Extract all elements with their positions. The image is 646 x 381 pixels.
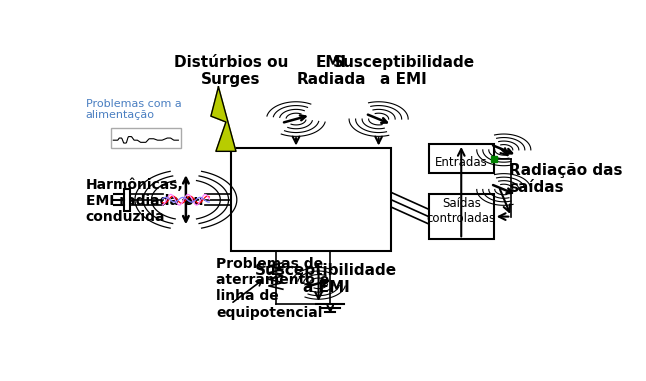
Text: EMI
Radiada: EMI Radiada [297,54,366,87]
Text: Saídas
controladas: Saídas controladas [426,197,496,225]
Text: Distúrbios ou
Surges: Distúrbios ou Surges [174,54,288,87]
Text: Harmônicas,
EMI radiada ou
conduzida: Harmônicas, EMI radiada ou conduzida [86,178,203,224]
Text: Entradas: Entradas [435,156,488,169]
Polygon shape [211,87,236,151]
Text: Problemas de
aterramento e
linha de
equipotencial: Problemas de aterramento e linha de equi… [216,257,329,320]
Text: Susceptibilidade
a EMI: Susceptibilidade a EMI [333,54,475,87]
Text: Radiação das
saídas: Radiação das saídas [509,163,622,195]
Bar [231,149,391,251]
Text: Susceptibilidade
a EMI: Susceptibilidade a EMI [255,263,397,295]
Bar [429,144,494,173]
Bar [429,194,494,239]
Text: Problemas com a
alimentação: Problemas com a alimentação [86,99,182,120]
Bar [124,189,130,211]
Bar [111,128,181,148]
